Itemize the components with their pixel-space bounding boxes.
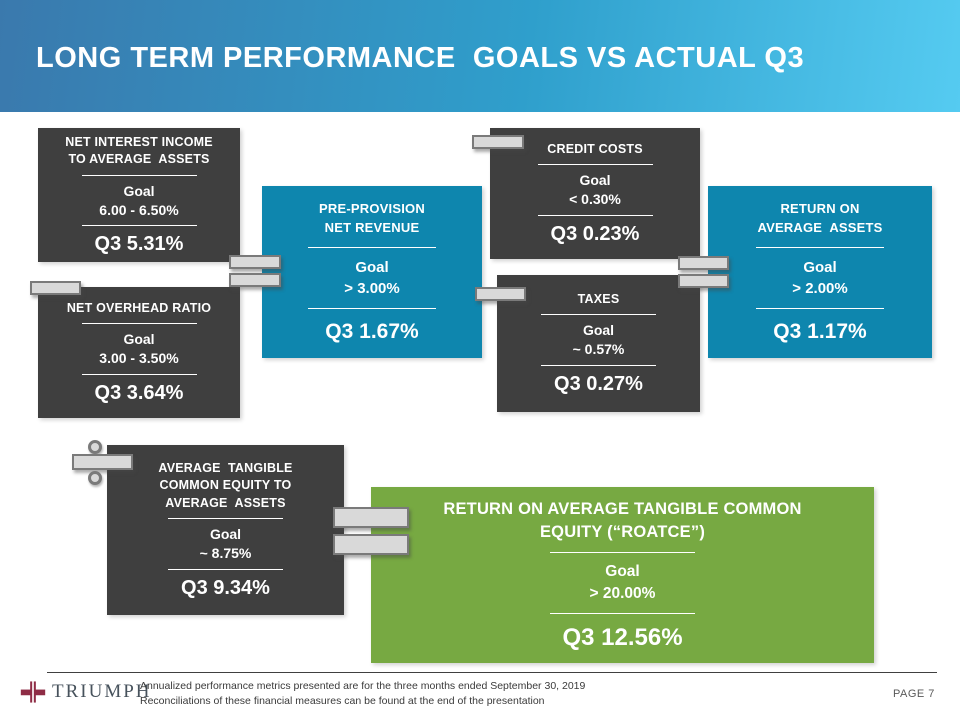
minus-operator-icon (472, 135, 524, 149)
divider (756, 307, 884, 309)
divider (537, 215, 653, 217)
divide-bar (72, 454, 133, 470)
actual-value: Q3 3.64% (94, 382, 184, 405)
divider (537, 164, 653, 166)
actual-value: Q3 9.34% (181, 577, 270, 600)
divider (168, 569, 283, 571)
footer-divider (47, 672, 937, 673)
actual-value: Q3 0.27% (554, 373, 643, 396)
goal-value: 3.00 - 3.50% (99, 350, 179, 367)
metric-box-pre-provision-net-revenue: PRE-PROVISION NET REVENUE Goal > 3.00% Q… (262, 186, 482, 358)
minus-operator-icon (475, 287, 526, 301)
goal-label: Goal (209, 526, 242, 543)
goal-label: Goal (123, 331, 155, 348)
metric-box-return-on-average-assets: RETURN ON AVERAGE ASSETS Goal > 2.00% Q3… (708, 186, 932, 358)
metric-box-net-interest-income: NET INTEREST INCOME TO AVERAGE ASSETS Go… (38, 128, 240, 262)
metric-box-net-overhead-ratio: NET OVERHEAD RATIO Goal 3.00 - 3.50% Q3 … (38, 287, 240, 418)
equals-operator-icon (229, 255, 281, 287)
divide-dot (88, 440, 102, 454)
divide-operator-icon (72, 438, 133, 486)
metric-box-roatce: RETURN ON AVERAGE TANGIBLE COMMON EQUITY… (371, 487, 874, 663)
actual-value: Q3 1.67% (325, 319, 419, 343)
metric-title: NET OVERHEAD RATIO (66, 300, 212, 315)
divider (541, 314, 656, 316)
footnote-line-2: Reconciliations of these financial measu… (140, 694, 545, 707)
equals-bar (333, 534, 409, 555)
metric-title: RETURN ON AVERAGE ASSETS (757, 201, 883, 235)
actual-value: Q3 5.31% (94, 233, 184, 256)
goal-value: > 3.00% (344, 279, 400, 297)
brand-name: TRIUMPH (52, 681, 152, 702)
goal-label: Goal (605, 563, 640, 581)
metric-title: PRE-PROVISION NET REVENUE (319, 201, 425, 235)
divider (81, 225, 197, 227)
divider (81, 174, 197, 176)
goal-label: Goal (579, 172, 611, 189)
page-title: LONG TERM PERFORMANCE GOALS VS ACTUAL Q3 (36, 42, 805, 74)
divide-dot (88, 471, 102, 485)
page-number: PAGE 7 (893, 688, 935, 700)
equals-bar (333, 507, 409, 528)
metric-box-average-tangible-common-equity: AVERAGE TANGIBLE COMMON EQUITY TO AVERAG… (107, 445, 344, 615)
goal-label: Goal (582, 322, 615, 339)
actual-value: Q3 0.23% (550, 223, 640, 246)
equals-operator-icon (678, 256, 729, 288)
goal-value: > 2.00% (792, 279, 848, 297)
divider (81, 323, 197, 325)
equals-bar (229, 255, 281, 269)
goal-value: ~ 0.57% (572, 341, 625, 358)
actual-value: Q3 12.56% (562, 623, 683, 651)
metric-title: TAXES (577, 291, 620, 306)
metric-box-credit-costs: CREDIT COSTS Goal < 0.30% Q3 0.23% (490, 128, 700, 259)
divider (168, 518, 283, 520)
divider (308, 307, 436, 309)
metric-box-taxes: TAXES Goal ~ 0.57% Q3 0.27% (497, 275, 700, 412)
equals-bar (678, 274, 729, 288)
divider (550, 612, 695, 614)
footnote: Annualized performance metrics presented… (140, 679, 585, 708)
goal-value: > 20.00% (589, 585, 656, 603)
equals-bar (229, 273, 281, 287)
goal-label: Goal (355, 258, 389, 276)
metric-title: RETURN ON AVERAGE TANGIBLE COMMON EQUITY… (443, 500, 802, 542)
triumph-cross-icon (20, 679, 46, 705)
equals-operator-icon (333, 507, 409, 555)
footnote-line-1: Annualized performance metrics presented… (140, 680, 586, 692)
minus-operator-icon (30, 281, 81, 295)
triumph-logo: TRIUMPH (20, 679, 152, 705)
header-banner: LONG TERM PERFORMANCE GOALS VS ACTUAL Q3 (0, 0, 960, 112)
metric-title: AVERAGE TANGIBLE COMMON EQUITY TO AVERAG… (158, 460, 293, 510)
goal-value: ~ 8.75% (199, 545, 252, 562)
divider (81, 374, 197, 376)
goal-label: Goal (123, 182, 155, 199)
divider (308, 246, 436, 248)
divider (541, 365, 656, 367)
actual-value: Q3 1.17% (773, 319, 867, 343)
goal-value: 6.00 - 6.50% (99, 201, 179, 218)
goal-label: Goal (803, 258, 837, 276)
divider (756, 246, 884, 248)
equals-bar (678, 256, 729, 270)
goal-value: < 0.30% (569, 191, 621, 208)
divider (550, 552, 695, 554)
metric-title: CREDIT COSTS (547, 141, 643, 156)
metric-title: NET INTEREST INCOME TO AVERAGE ASSETS (65, 134, 213, 167)
